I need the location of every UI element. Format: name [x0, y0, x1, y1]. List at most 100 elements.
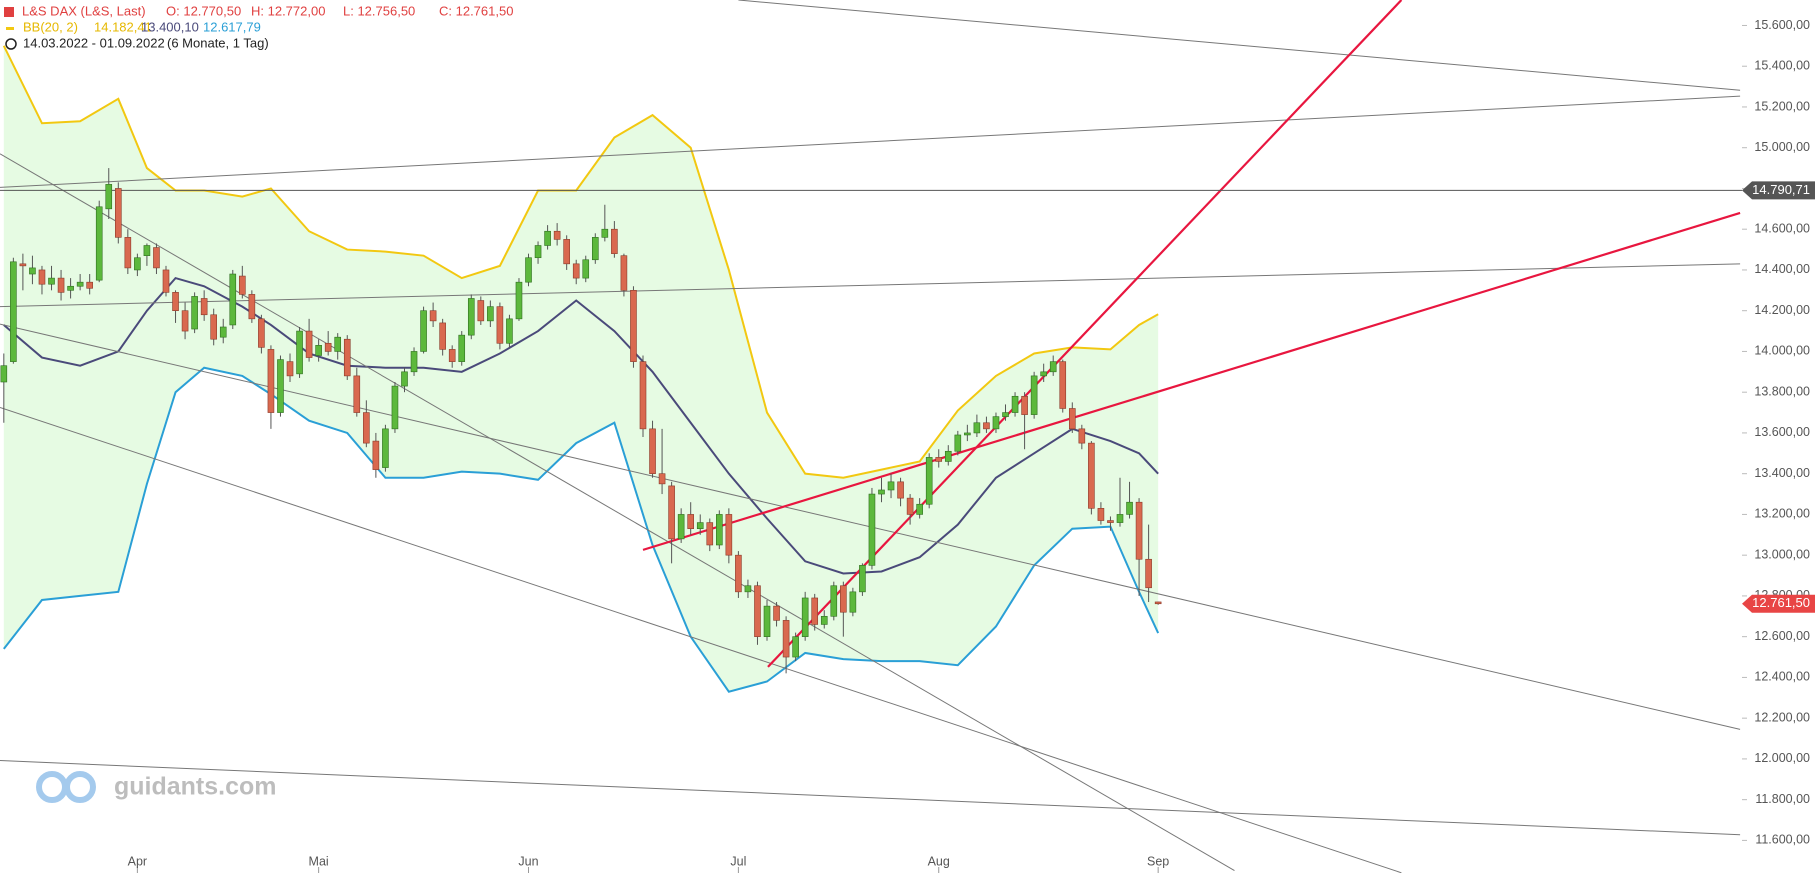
candle-body	[611, 228, 618, 254]
trendline	[0, 95, 1741, 188]
last-price-tag	[1742, 594, 1815, 613]
candle-body	[0, 365, 8, 383]
candle-body	[1097, 508, 1105, 521]
y-tick-label: 12.000,00	[1754, 751, 1810, 765]
candle-body	[563, 239, 570, 265]
candle-body	[95, 206, 103, 281]
band-fill	[3, 45, 1159, 692]
candle-body	[210, 314, 217, 340]
candle-body	[773, 605, 780, 621]
candle-body	[258, 318, 265, 348]
y-tick-label: 14.600,00	[1754, 221, 1810, 235]
ohlc-close: C: 12.761,50	[439, 3, 513, 18]
candle-body	[544, 230, 551, 246]
candle-body	[391, 385, 399, 430]
candle-body	[763, 605, 771, 637]
candle-body	[992, 416, 1000, 430]
logo	[64, 771, 96, 803]
candle-body	[830, 585, 838, 617]
price-tag-label: 14.790,71	[1752, 182, 1810, 197]
candle-body	[57, 277, 65, 293]
y-tick-label: 15.000,00	[1754, 140, 1810, 154]
candle-body	[887, 481, 895, 491]
candle-body	[620, 255, 628, 291]
candle-body	[496, 306, 504, 344]
candle-body	[964, 432, 971, 436]
candle-body	[1154, 601, 1162, 605]
y-tick-label: 15.400,00	[1754, 59, 1810, 73]
y-tick-label: 13.000,00	[1754, 547, 1810, 561]
candle-body	[1002, 412, 1009, 417]
candle-body	[1049, 361, 1057, 373]
candle-body	[677, 514, 685, 540]
candle-body	[124, 237, 132, 269]
candle-body	[744, 585, 752, 593]
trendline	[642, 211, 1741, 551]
candle-body	[1135, 501, 1143, 560]
candle-body	[439, 322, 446, 350]
candle-body	[572, 263, 580, 279]
band-middle	[3, 276, 1159, 575]
bb-label: BB(20, 2)	[23, 19, 78, 34]
candle-body	[687, 514, 694, 529]
trendline	[0, 263, 1741, 308]
price-tag	[1742, 181, 1815, 200]
candle-body	[553, 230, 561, 240]
trendline	[0, 153, 1235, 871]
candle-body	[162, 269, 170, 293]
candle-body	[782, 620, 790, 658]
candle-body	[935, 457, 943, 462]
x-tick-label: Jul	[730, 854, 746, 868]
y-tick-label: 13.600,00	[1754, 425, 1810, 439]
candle-body	[716, 514, 723, 546]
candle-body	[76, 281, 84, 287]
candle-body	[925, 457, 933, 505]
candle-body	[601, 228, 609, 238]
candle-body	[487, 306, 494, 322]
bb-middle: 13.400,10	[141, 19, 199, 34]
candle-body	[19, 263, 27, 267]
candle-body	[382, 428, 389, 468]
band-lower	[3, 366, 1160, 693]
candle-body	[811, 597, 819, 625]
plot-area	[0, 0, 1742, 873]
y-tick-label: 12.400,00	[1754, 670, 1810, 684]
y-tick-label: 13.800,00	[1754, 384, 1810, 398]
ohlc-open: O: 12.770,50	[166, 3, 241, 18]
candle-body	[448, 349, 456, 362]
candle-body	[944, 450, 952, 462]
candle-body	[372, 440, 380, 470]
candle-body	[248, 294, 256, 320]
candle-body	[878, 489, 885, 495]
candle-body	[1116, 514, 1124, 523]
candle-body	[983, 422, 990, 430]
candle-body	[105, 184, 113, 210]
candle-body	[582, 259, 590, 279]
candle-body	[277, 359, 284, 413]
candle-body	[515, 281, 523, 320]
candle-body	[591, 237, 599, 261]
candle-body	[649, 428, 656, 474]
candle-body	[239, 275, 246, 295]
y-tick-label: 12.200,00	[1754, 710, 1810, 724]
candle-body	[916, 503, 923, 515]
candle-body	[343, 338, 351, 377]
candle-body	[153, 247, 160, 269]
candle-body	[334, 336, 342, 352]
candle-body	[1021, 395, 1028, 415]
candle-body	[668, 485, 675, 540]
y-tick-label: 11.800,00	[1755, 792, 1810, 806]
candle-body	[324, 342, 332, 352]
candle-body	[1040, 371, 1047, 377]
candle-body	[86, 281, 93, 289]
candle-body	[1107, 520, 1114, 523]
candle-body	[754, 585, 761, 637]
candle-body	[286, 361, 294, 377]
candle-body	[954, 434, 962, 452]
candle-body	[525, 257, 532, 283]
candle-body	[296, 330, 303, 375]
symbol: L&S DAX (L&S, Last)	[22, 3, 146, 18]
candle-body	[134, 257, 141, 271]
candle-body	[458, 334, 466, 362]
